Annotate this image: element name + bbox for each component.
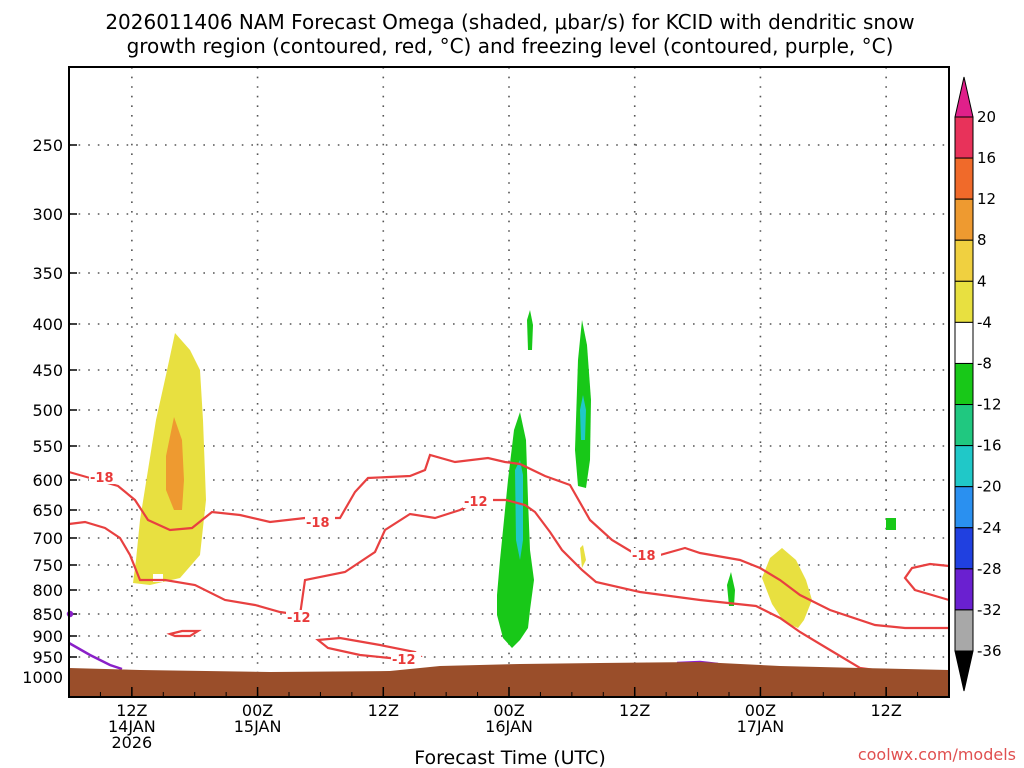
contour-label-minus12-a: -12: [464, 495, 488, 510]
contour-labels: -18 -18 -12 -18 -12 -12: [89, 470, 661, 668]
dgz-contour-minus18-left: [68, 453, 949, 630]
omega-positive-plume-2: [762, 548, 812, 628]
colorbar-label: -36: [977, 642, 1002, 660]
colorbar-label: 20: [977, 108, 996, 126]
x-tick-label: 12Z: [116, 701, 147, 720]
colorbar-label: -8: [977, 354, 992, 372]
y-tick-label: 400: [32, 315, 63, 334]
x-tick-label: 12Z: [619, 701, 650, 720]
colorbar-swatch: [954, 116, 974, 159]
dgz-contour-minus12-main: [68, 498, 891, 674]
colorbar-swatch: [954, 568, 974, 611]
colorbar-label: 12: [977, 190, 996, 208]
y-tick-label: 300: [32, 205, 63, 224]
y-tick-label: 800: [32, 581, 63, 600]
omega-negative-patch: [886, 518, 896, 530]
contour-label-minus18-a: -18: [90, 471, 114, 486]
omega-negative-core-1: [515, 460, 523, 560]
dgz-contour-small-loop: [166, 629, 202, 638]
contour-label-minus12-b: -12: [287, 611, 311, 626]
colorbar-swatch: [954, 404, 974, 447]
omega-negative-sliver-2: [727, 572, 735, 606]
chart-title-line2: growth region (contoured, red, °C) and f…: [127, 34, 894, 58]
omega-negative-column-1: [497, 412, 534, 648]
y-tick-label: 900: [32, 627, 63, 646]
omega-colorbar: 20 16 12 8 4 -4 -8 -12 -16 -20 -24 -28 -32 -36: [954, 76, 1002, 692]
colorbar-label: -16: [977, 437, 1002, 455]
y-tick-label: 750: [32, 556, 63, 575]
y-tick-label: 1000: [22, 668, 63, 687]
colorbar-swatch: [954, 198, 974, 241]
y-tick-label: 450: [32, 361, 63, 380]
x-tick-label: 00Z: [493, 701, 524, 720]
y-tick-label: 500: [32, 401, 63, 420]
contour-label-minus12-c: -12: [392, 653, 416, 668]
colorbar-label: -4: [977, 313, 992, 331]
x-tick-label: 12Z: [368, 701, 399, 720]
contour-label-minus18-c: -18: [632, 549, 656, 564]
y-tick-label: 950: [32, 648, 63, 667]
colorbar-swatch: [954, 280, 974, 323]
colorbar-label: -20: [977, 478, 1002, 496]
colorbar-swatch: [954, 321, 974, 364]
x-tick-label: 15JAN: [234, 717, 282, 736]
omega-positive-sliver: [580, 545, 586, 568]
colorbar-swatch: [954, 445, 974, 488]
x-tick-label: 00Z: [745, 701, 776, 720]
colorbar-top-arrow: [954, 76, 974, 118]
colorbar-swatch: [954, 486, 974, 529]
colorbar-label: 8: [977, 231, 987, 249]
y-tick-label: 850: [32, 605, 63, 624]
colorbar-swatch: [954, 362, 974, 406]
y-tick-labels: 250 300 350 400 450 500 550 600 650 700 750 800 850 9…: [22, 136, 63, 687]
x-tick-label: 2026: [111, 733, 152, 752]
y-tick-label: 650: [32, 501, 63, 520]
colorbar-label: -28: [977, 560, 1002, 578]
x-tick-label: 17JAN: [737, 717, 785, 736]
x-tick-label: 16JAN: [485, 717, 533, 736]
y-tick-label: 550: [32, 437, 63, 456]
y-tick-label: 350: [32, 264, 63, 283]
colorbar-swatch: [954, 239, 974, 282]
x-tick-label: 12Z: [870, 701, 901, 720]
colorbar-swatch: [954, 157, 974, 200]
colorbar-bottom-arrow: [954, 650, 974, 692]
omega-negative-core-2: [580, 395, 586, 440]
colorbar-label: 16: [977, 149, 996, 167]
contour-label-minus18-b: -18: [306, 516, 330, 531]
y-tick-label: 600: [32, 471, 63, 490]
y-tick-label: 250: [32, 136, 63, 155]
omega-negative-sliver-top: [527, 310, 533, 350]
colorbar-swatch: [954, 527, 974, 570]
dgz-contour-minus12-right: [903, 562, 950, 602]
colorbar-label: -24: [977, 519, 1002, 537]
colorbar-label: -32: [977, 601, 1002, 619]
freezing-level-left: [68, 641, 123, 671]
x-axis-label: Forecast Time (UTC): [414, 747, 605, 768]
y-gridlines: [69, 67, 949, 697]
watermark: coolwx.com/models: [858, 745, 1016, 764]
y-tick-label: 700: [32, 529, 63, 548]
omega-positive-core-1: [166, 417, 184, 510]
colorbar-label: 4: [977, 272, 987, 290]
x-tick-label: 00Z: [242, 701, 273, 720]
x-tick-label: 14JAN: [108, 717, 156, 736]
ground-terrain: [69, 662, 949, 697]
colorbar-swatch: [954, 609, 974, 652]
omega-positive-notch: [153, 574, 163, 582]
chart-title-line1: 2026011406 NAM Forecast Omega (shaded, μ…: [105, 10, 914, 34]
colorbar-label: -12: [977, 396, 1002, 414]
